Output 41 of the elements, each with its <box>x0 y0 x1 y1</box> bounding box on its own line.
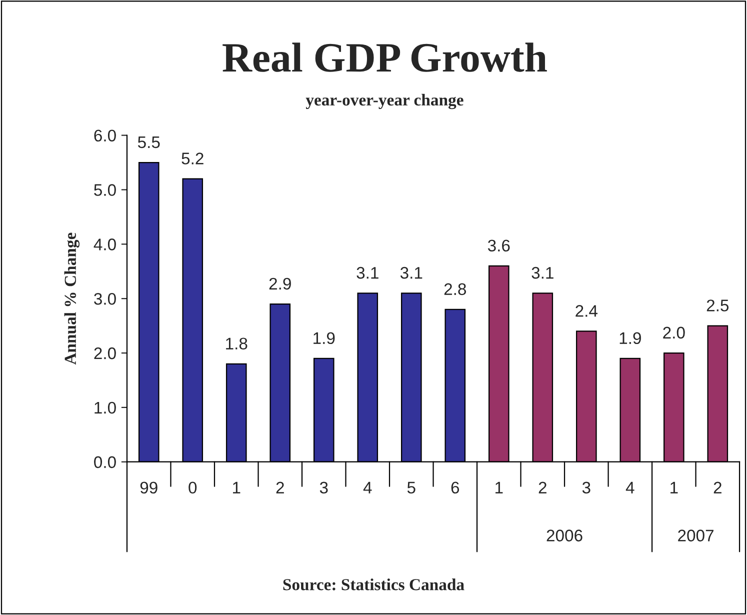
data-label: 3.6 <box>488 240 510 252</box>
x-tick-label: 4 <box>626 482 634 494</box>
y-axis-title: Annual % Change <box>64 232 80 365</box>
data-label: 1.9 <box>314 332 335 344</box>
x-tick-label: 1 <box>670 482 678 494</box>
x-tick-label: 2 <box>714 482 722 494</box>
data-label: 2.0 <box>663 326 685 339</box>
data-label: 1.9 <box>620 332 641 344</box>
text: 2007 <box>678 530 714 542</box>
x-tick-label: 5 <box>407 482 416 494</box>
x-tick-label: 6 <box>451 482 460 494</box>
y-tick-label: 1.0 <box>94 402 116 414</box>
chart-subtitle: year-over-year change <box>306 94 464 110</box>
x-tick-label: 4 <box>363 482 372 494</box>
x-tick-label: 2 <box>538 482 546 494</box>
data-label: 5.5 <box>138 136 160 148</box>
data-label: 2.8 <box>444 283 466 296</box>
y-tick-label: 2.0 <box>94 347 116 360</box>
data-label: 3.1 <box>356 266 378 279</box>
chart-title: Real GDP Growth <box>222 42 547 72</box>
x-tick-label: 3 <box>582 482 590 494</box>
x-tick-label: 99 <box>140 482 158 494</box>
x-tick-label: 1 <box>233 482 240 494</box>
data-label: 2.9 <box>269 278 291 290</box>
x-tick-label: 3 <box>320 482 328 494</box>
text: 2006 <box>546 530 582 542</box>
y-tick-label: 0.0 <box>94 456 116 468</box>
x-tick-label: 2 <box>276 482 284 494</box>
data-label: 2.5 <box>706 300 729 312</box>
y-tick-label: 4.0 <box>94 238 116 250</box>
x-tick-label: 1 <box>496 482 503 494</box>
data-label: 5.2 <box>182 152 204 164</box>
y-tick-label: 6.0 <box>94 130 116 142</box>
y-tick-label: 5.0 <box>94 184 116 196</box>
data-label: 3.1 <box>400 266 422 279</box>
x-tick-label: 0 <box>188 482 197 494</box>
source-note: Source: Statistics Canada <box>283 578 464 590</box>
data-label: 3.1 <box>532 266 554 279</box>
data-label: 2.4 <box>576 305 598 317</box>
data-label: 1.8 <box>226 338 248 350</box>
y-tick-label: 3.0 <box>94 292 116 305</box>
